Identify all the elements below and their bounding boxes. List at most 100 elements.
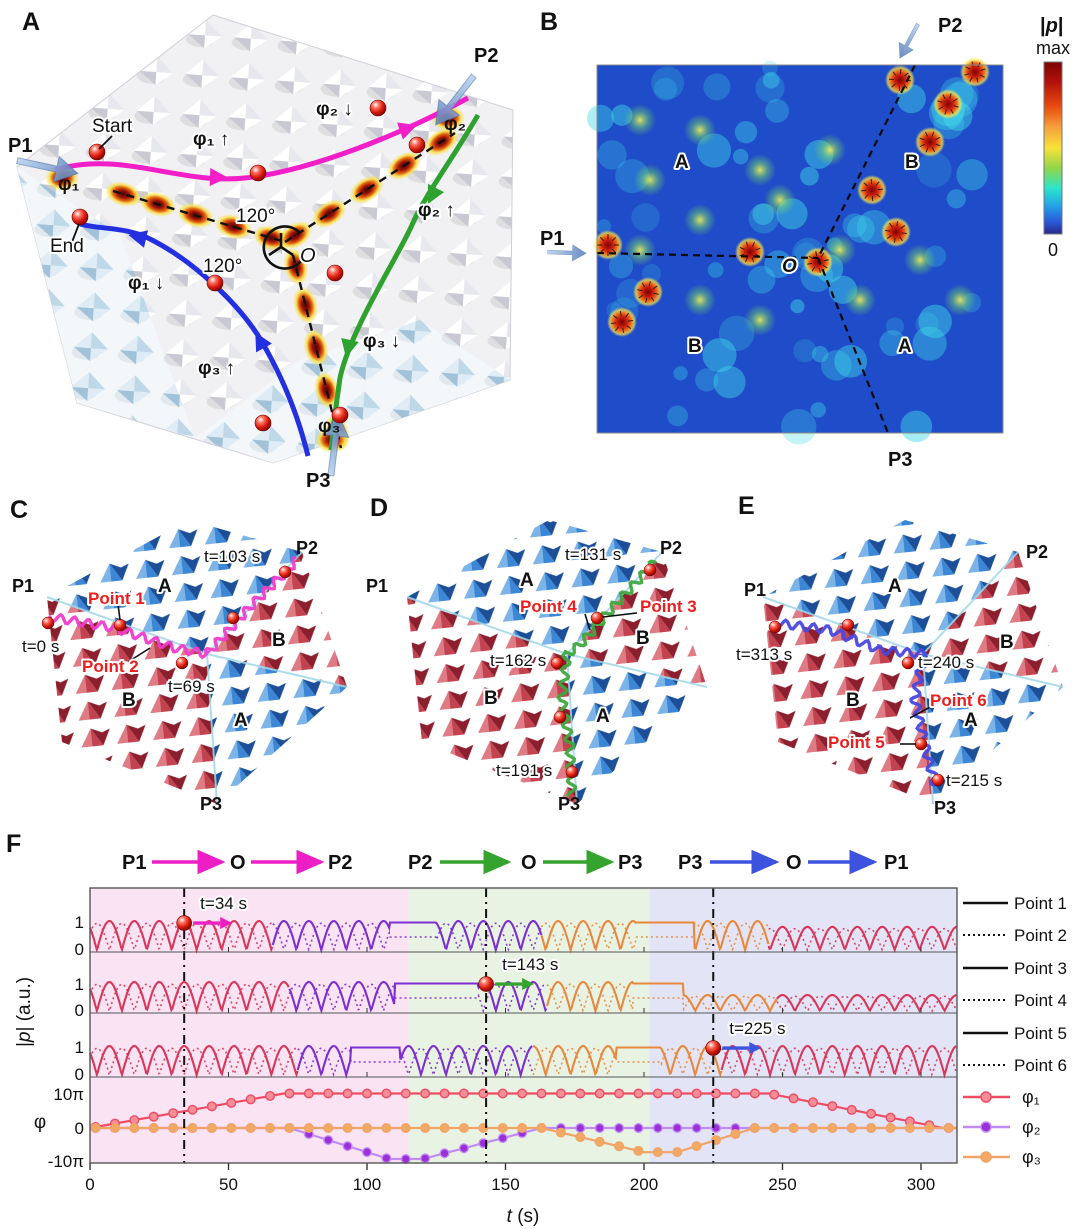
field-speckle [703, 73, 731, 101]
hot-spot [857, 175, 887, 205]
field-speckle [956, 159, 988, 191]
field-vector [944, 109, 947, 115]
phase-marker [691, 1141, 702, 1152]
field-vector [612, 314, 618, 319]
field-vector [622, 327, 625, 333]
label-end: End [50, 236, 84, 257]
wavy-trajectory [48, 556, 297, 660]
phase-marker [400, 1122, 411, 1133]
phase-marker [265, 1090, 276, 1101]
phase-marker [633, 1145, 644, 1156]
field-speckle [765, 98, 789, 123]
phase-marker [866, 1108, 877, 1119]
phase-marker [458, 1122, 469, 1133]
phase-marker [517, 1122, 528, 1133]
field-vector [755, 247, 761, 251]
field-speckle [707, 262, 724, 278]
field-speckle [915, 312, 939, 336]
lattice-regions-c [46, 520, 348, 805]
field-warm-spot [634, 164, 666, 196]
phase-marker [730, 1129, 741, 1140]
phase-marker [90, 1122, 101, 1133]
legend: Point 1 Point 2 Point 3 Point 4 Point 5 … [963, 894, 1067, 1167]
tracked-particle [249, 164, 267, 182]
phase-marker [517, 1088, 528, 1099]
field-warm-spot [944, 284, 976, 316]
region-b-left-c: B [122, 690, 136, 711]
field-vector [645, 297, 648, 303]
phase-marker [226, 1122, 237, 1133]
tracked-particle [41, 616, 55, 630]
phase-marker [342, 1122, 353, 1133]
field-speckle [653, 77, 678, 101]
field-vector [950, 109, 954, 114]
event-arrowhead [749, 1042, 762, 1055]
xlabel: t (s) [507, 1206, 540, 1227]
tracked-particle [643, 563, 657, 577]
p-curve-dotted [89, 983, 290, 1014]
field-vector [885, 229, 891, 232]
field-warm-spot [844, 284, 876, 316]
field-speckle [918, 304, 952, 339]
x-tick-label: 300 [907, 1175, 935, 1194]
field-vector [925, 131, 928, 137]
p-curve-dotted [288, 983, 547, 1014]
phase-marker [788, 1093, 799, 1104]
label-t240: t=240 s [918, 653, 974, 672]
phase-marker [652, 1122, 663, 1133]
heat-blob [349, 175, 384, 205]
path-p3-to-p1 [79, 221, 311, 457]
hot-spot [803, 247, 833, 277]
phase-marker [807, 1122, 818, 1133]
phase-marker [672, 1147, 683, 1158]
field-vector [815, 251, 818, 257]
phase-marker [458, 1143, 469, 1154]
label-phi1-up: φ₁ ↑ [193, 129, 229, 150]
field-vector [875, 181, 880, 186]
field-speckle [900, 410, 933, 443]
field-vector [925, 147, 929, 153]
phase-marker [420, 1153, 431, 1164]
label-phi1-in-arrow: φ₁ [58, 174, 80, 195]
phase-marker [555, 1088, 566, 1099]
phase-marker [827, 1101, 838, 1112]
field-vector [650, 296, 655, 302]
phase-marker [924, 1122, 935, 1133]
tracked-particles [71, 99, 426, 432]
panel-letter-a: A [22, 8, 40, 36]
field-vector [822, 264, 828, 269]
phase-marker [730, 1088, 741, 1099]
tracked-particle [408, 136, 426, 154]
label-phi3-down: φ₃ ↓ [363, 331, 400, 352]
tracked-particle [565, 765, 579, 779]
phase-marker [361, 1088, 372, 1099]
tracked-particle [901, 656, 915, 670]
label-p2: P2 [474, 45, 498, 67]
label-region-a-top: A [675, 152, 689, 173]
phase-marker [769, 1122, 780, 1133]
p-curve-dotted [721, 1047, 957, 1078]
phase-marker [497, 1122, 508, 1133]
hot-spot [633, 277, 663, 307]
trajectory-e [768, 618, 945, 787]
route-header: P1 O P2 P2 O P3 P3 O P1 [122, 849, 908, 875]
label-p1: P1 [8, 135, 32, 157]
field-vector [611, 322, 617, 325]
region-b-left-d: B [484, 688, 498, 709]
phase-marker [594, 1088, 605, 1099]
colorbar-min: 0 [1048, 240, 1058, 260]
route3-to: P1 [884, 852, 908, 874]
field-vector [820, 252, 825, 258]
route3-from: P3 [678, 852, 702, 874]
field-vector [751, 257, 755, 263]
y-axis-labels: 1 0 1 0 1 0 10π 0 -10π |p| (a.u.) φ [14, 913, 84, 1171]
legend-phi2: φ₂ [1022, 1117, 1041, 1137]
field-vector [938, 106, 943, 110]
panel-b-fieldmap: B P1 P2 P3 A B B A O |p| max 0 [540, 8, 1070, 471]
field-vector [652, 285, 658, 290]
route2-via: O [521, 852, 537, 874]
field-speckle [651, 66, 685, 100]
svg-text:0: 0 [75, 1119, 84, 1138]
phase-marker [439, 1088, 450, 1099]
phase-marker [303, 1122, 314, 1133]
